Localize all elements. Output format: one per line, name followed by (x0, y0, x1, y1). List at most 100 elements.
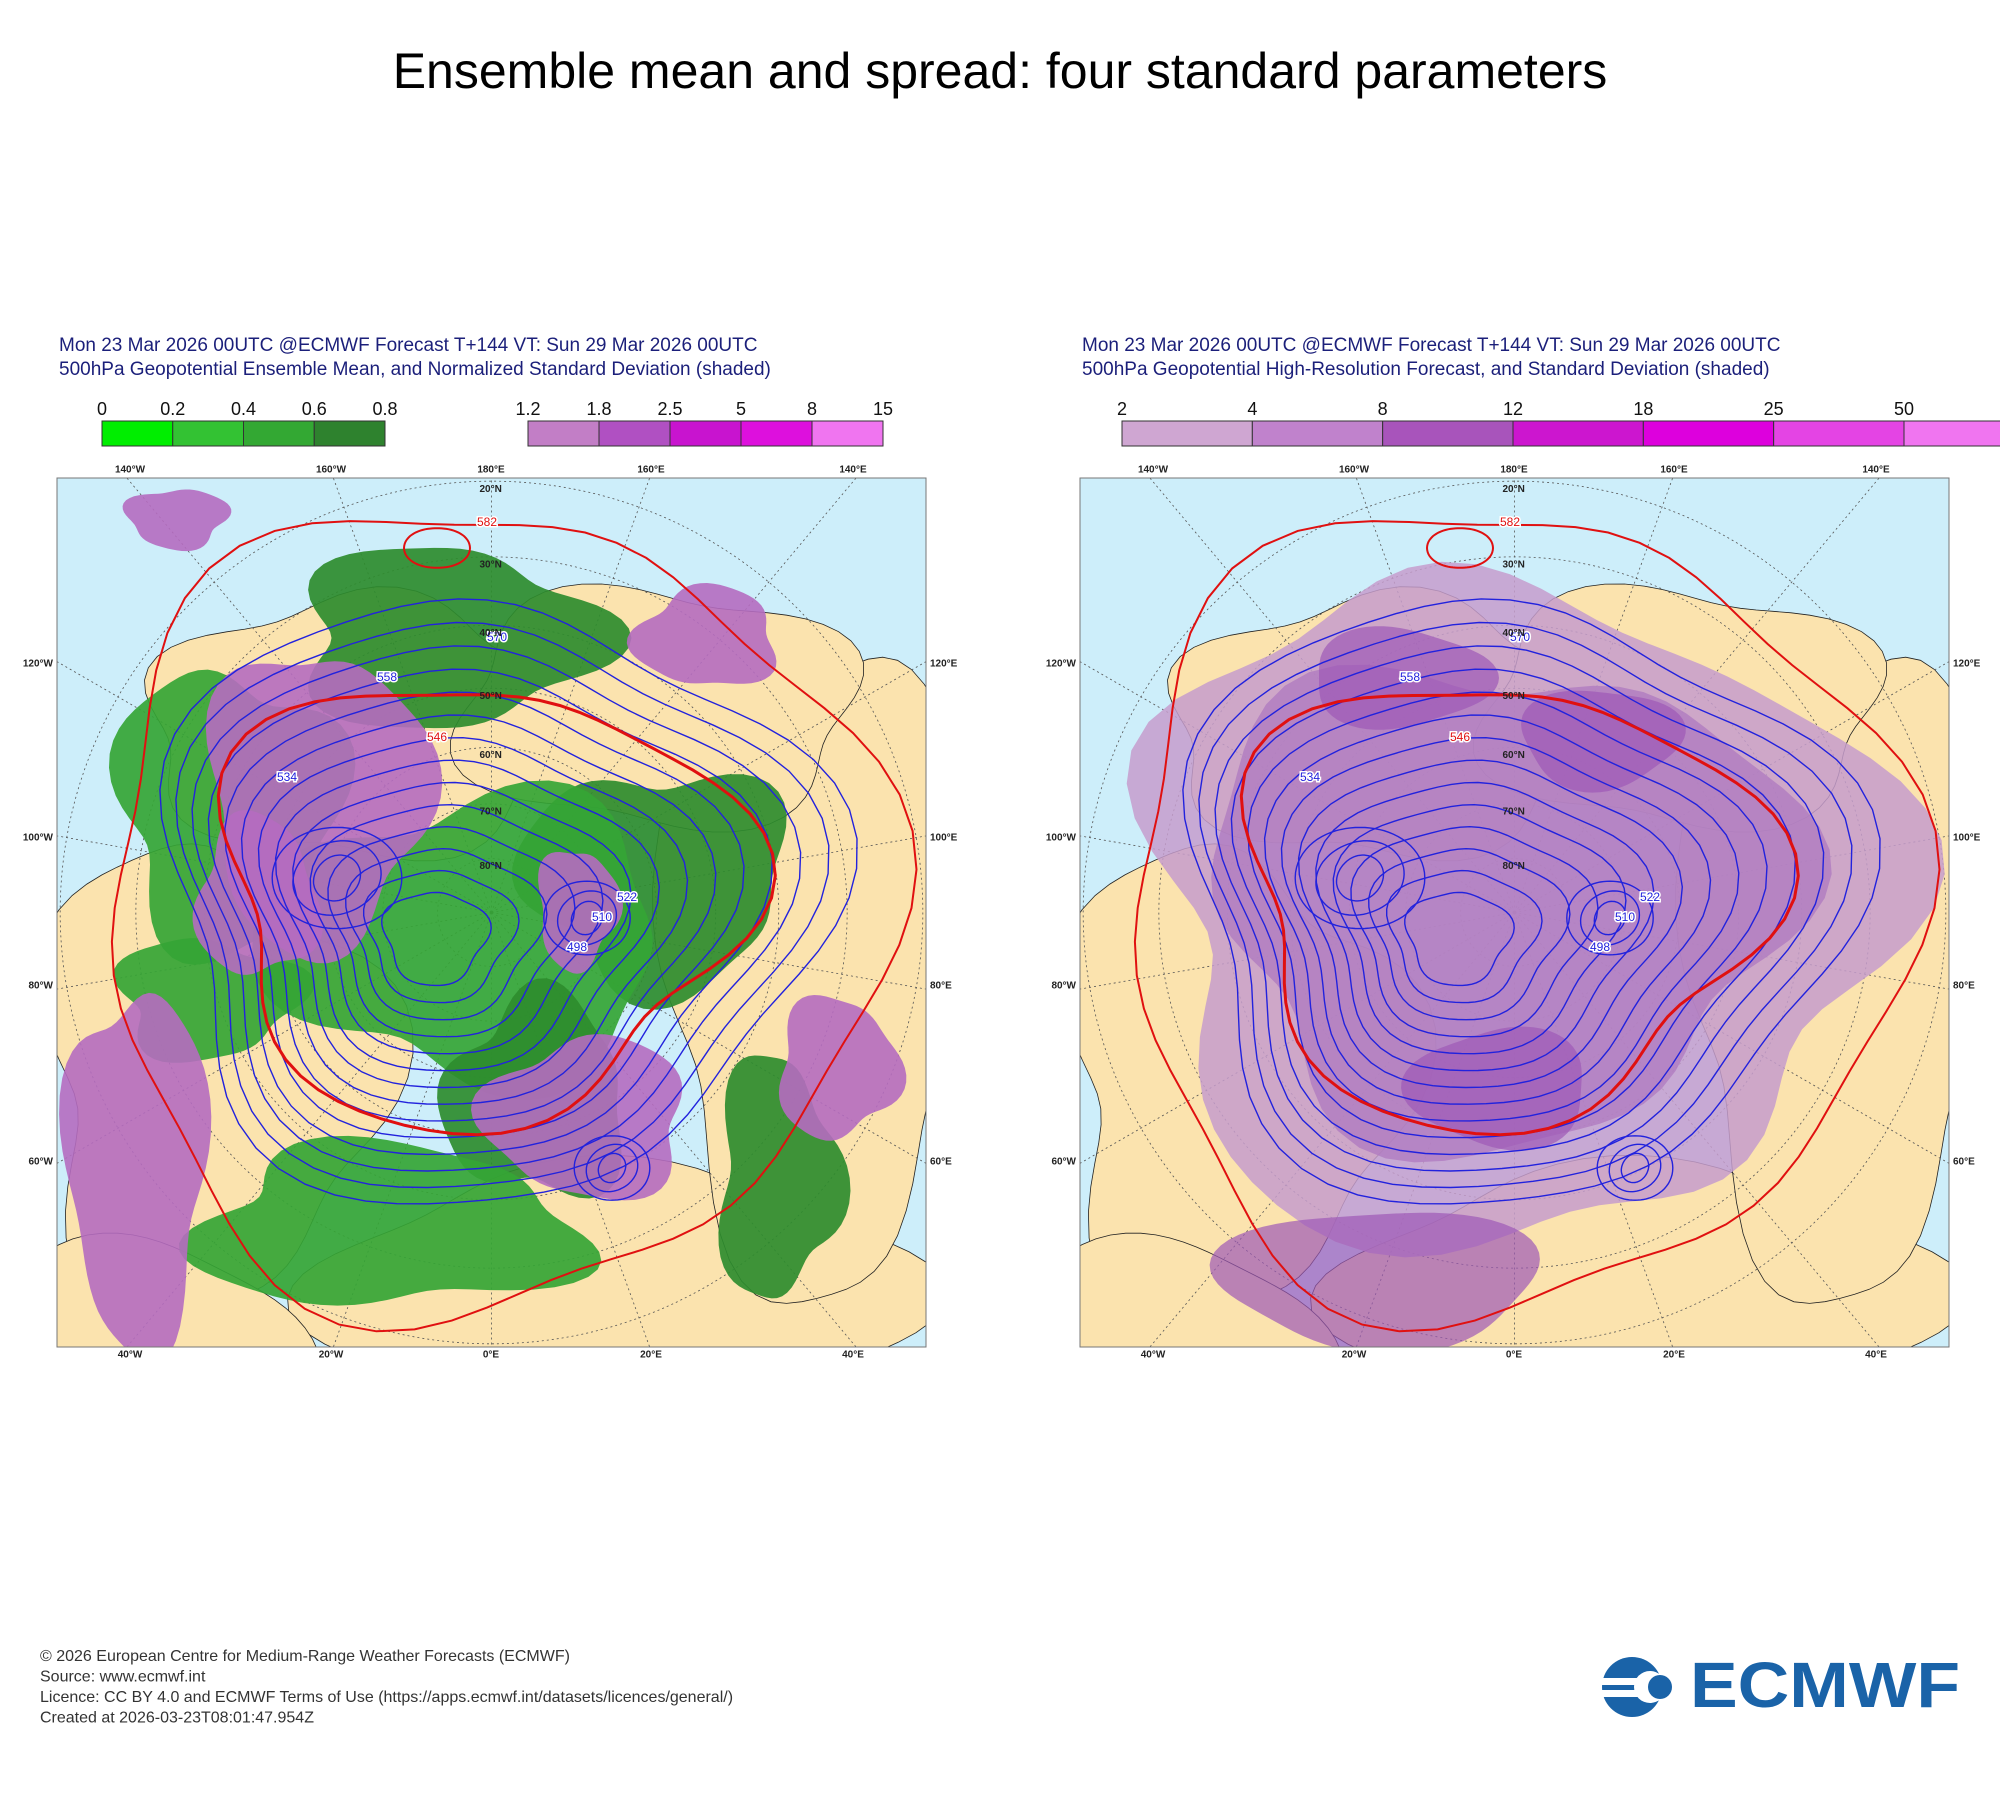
lon-label: 160°E (1660, 465, 1688, 476)
geopotential-contour (1367, 847, 1571, 1021)
geopotential-contour (573, 1135, 651, 1201)
lon-label: 180°E (1500, 465, 1528, 476)
lon-label: 20°W (1342, 1350, 1367, 1361)
geopotential-contour-red (1133, 520, 1941, 1333)
geopotential-contour (543, 880, 631, 956)
lon-label: 80°W (1051, 981, 1076, 992)
geopotential-contour (292, 781, 632, 1072)
geopotential-contour (1332, 803, 1627, 1055)
geopotential-contour (271, 826, 403, 930)
colorbar-label: 8 (807, 399, 817, 419)
contour-label: 522 (617, 890, 637, 904)
colorbar-label: 0.6 (302, 399, 327, 419)
geopotential-contour (1593, 900, 1627, 936)
footer-line: Created at 2026-03-23T08:01:47.954Z (40, 1710, 314, 1727)
map-content: 582 570 558 546 534 522 510 498 20°N 30°N 40°N 50°N… (57, 478, 926, 1347)
page-title: Ensemble mean and spread: four standard … (393, 43, 1608, 99)
lon-label: 60°W (1051, 1157, 1076, 1168)
spread-shading (1521, 690, 1686, 793)
geopotential-contour-red (216, 693, 777, 1137)
contour-label: 534 (1300, 770, 1320, 784)
colorbar-segment (1642, 420, 1775, 447)
panel-header: Mon 23 Mar 2026 00UTC @ECMWF Forecast T+… (59, 335, 757, 356)
colorbar-segment (1903, 420, 2000, 447)
lon-label: 40°W (1141, 1350, 1166, 1361)
colorbar-segment (1512, 420, 1644, 447)
colorbar-segment (669, 420, 742, 447)
colorbar-segment (1121, 420, 1253, 447)
colorbar-segment (527, 420, 600, 447)
colorbar-segment (1773, 420, 1905, 447)
geopotential-contour (363, 869, 520, 1004)
lat-label: 60°N (480, 750, 502, 761)
contour-label: 510 (1615, 910, 1635, 924)
lon-label: 40°W (118, 1350, 143, 1361)
lon-label: 40°E (842, 1350, 864, 1361)
spread-shading (1319, 626, 1499, 730)
geopotential-contour (1620, 1152, 1650, 1184)
footer-line: Licence: CC BY 4.0 and ECMWF Terms of Us… (40, 1689, 733, 1706)
colorbar-label: 2.5 (657, 399, 682, 419)
colorbar-label: 18 (1633, 399, 1653, 419)
colorbar-segment (1251, 420, 1384, 447)
geopotential-contour (1294, 826, 1426, 930)
lat-label: 30°N (1503, 559, 1525, 570)
colorbar-segment (172, 420, 244, 447)
geopotential-contour (1280, 736, 1712, 1105)
colorbar-label: 2 (1117, 399, 1127, 419)
lat-label: 20°N (480, 484, 502, 495)
spread-shading (1401, 1026, 1582, 1151)
spread-shading (626, 583, 777, 684)
geopotential-contour (1297, 759, 1684, 1089)
lon-label: 140°W (115, 465, 146, 476)
geopotential-contour (1198, 621, 1853, 1189)
colorbar-label: 0.8 (372, 399, 397, 419)
lon-label: 120°E (1953, 659, 1981, 670)
lon-label: 80°E (930, 981, 952, 992)
colorbar-segment (598, 420, 671, 447)
geopotential-contour (1579, 890, 1641, 946)
lon-label: 40°E (1865, 1350, 1887, 1361)
contour-label: 498 (567, 940, 587, 954)
geopotential-contour (224, 691, 745, 1139)
geopotential-contour (1404, 891, 1515, 987)
geopotential-contour (597, 1152, 627, 1184)
lat-label: 50°N (1503, 691, 1525, 702)
geopotential-contour (1386, 869, 1543, 1004)
colorbar-segment (1382, 420, 1514, 447)
colorbar-label: 4 (1247, 399, 1257, 419)
geopotential-contour (191, 645, 802, 1172)
lon-label: 120°W (23, 659, 54, 670)
logo-text: ECMWF (1690, 1649, 1960, 1721)
spread-shading (1209, 1212, 1540, 1347)
spread-shading (778, 995, 907, 1141)
lon-label: 160°W (316, 465, 347, 476)
lat-label: 20°N (1503, 484, 1525, 495)
geopotential-contour (240, 714, 717, 1122)
geopotential-contour (1247, 691, 1768, 1139)
map: 582 570 558 546 534 522 510 498 20°N 30°N 40°N 50°N… (23, 465, 958, 1361)
colorbar-label: 12 (1503, 399, 1523, 419)
lat-label: 30°N (480, 559, 502, 570)
contour-label: 558 (377, 670, 397, 684)
spread-shading (718, 1055, 851, 1299)
colorbar-label: 15 (873, 399, 893, 419)
footer-line: © 2026 European Centre for Medium-Range … (40, 1648, 570, 1665)
colorbar-segment (101, 420, 174, 447)
geopotential-contour (1230, 668, 1797, 1156)
panel-header: 500hPa Geopotential High-Resolution Fore… (1082, 359, 1770, 380)
graticule (332, 478, 492, 913)
lat-label: 70°N (1503, 807, 1525, 818)
geopotential-contour (257, 736, 689, 1105)
geopotential-contour (1608, 1143, 1662, 1193)
geopotential-contour (1596, 1135, 1674, 1201)
map-frame (1079, 477, 1950, 1348)
colorbar-segment (313, 420, 386, 447)
lon-label: 20°W (319, 1350, 344, 1361)
contour-label: 582 (477, 515, 497, 529)
lon-label: 60°E (1953, 1157, 1975, 1168)
geopotential-contour (1182, 598, 1881, 1205)
panel-header: Mon 23 Mar 2026 00UTC @ECMWF Forecast T+… (1082, 335, 1780, 356)
colorbar-label: 8 (1378, 399, 1388, 419)
